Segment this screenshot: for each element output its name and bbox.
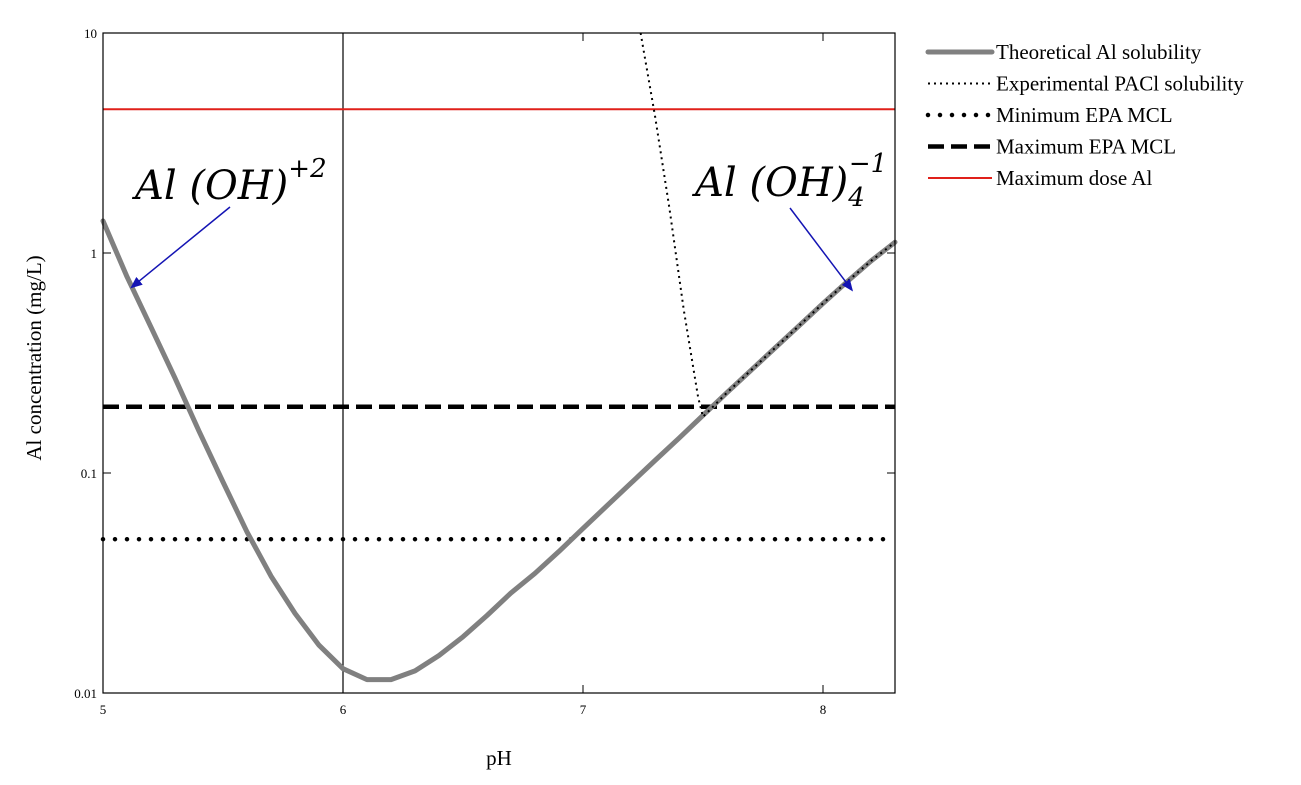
annotation-subscript: 4 bbox=[847, 183, 865, 213]
annotation-label: Al (OH)+2 bbox=[131, 154, 327, 209]
x-axis-title: pH bbox=[486, 746, 512, 770]
annotation-arrow bbox=[789, 207, 854, 292]
legend-item: Minimum EPA MCL bbox=[925, 103, 1173, 127]
annotation-2: Al (OH)4−1 bbox=[691, 149, 887, 292]
annotation-arrow bbox=[130, 206, 231, 289]
legend-label: Minimum EPA MCL bbox=[996, 103, 1173, 127]
legend-label: Theoretical Al solubility bbox=[996, 40, 1202, 64]
y-tick-label: 0.01 bbox=[74, 686, 97, 701]
annotation-superscript: +2 bbox=[288, 154, 326, 184]
series-line-theoretical-al-solubility bbox=[100, 218, 898, 683]
legend-item: Maximum dose Al bbox=[928, 166, 1152, 190]
annotation-label: Al (OH)4−1 bbox=[691, 149, 887, 213]
legend-label: Maximum EPA MCL bbox=[996, 135, 1176, 159]
y-tick-label: 0.1 bbox=[81, 466, 97, 481]
ticks-layer: 5 6 7 8 0.01 0.1 1 10 bbox=[74, 26, 895, 717]
x-tick-label: 8 bbox=[820, 702, 827, 717]
y-axis-title: Al concentration (mg/L) bbox=[22, 255, 46, 460]
legend-label: Experimental PACl solubility bbox=[996, 72, 1244, 96]
plot-lines-layer bbox=[100, 32, 898, 693]
legend-item: Maximum EPA MCL bbox=[928, 135, 1176, 159]
y-tick-label: 1 bbox=[91, 246, 98, 261]
annotation-1: Al (OH)+2 bbox=[130, 154, 327, 289]
legend-item: Theoretical Al solubility bbox=[925, 40, 1202, 64]
x-tick-label: 6 bbox=[340, 702, 347, 717]
y-tick-label: 10 bbox=[84, 26, 97, 41]
x-tick-label: 5 bbox=[100, 702, 107, 717]
legend-item: Experimental PACl solubility bbox=[928, 72, 1244, 96]
annotations-layer: Al (OH)+2 Al (OH)4−1 bbox=[130, 149, 887, 292]
plot-frame bbox=[102, 32, 896, 694]
x-tick-label: 7 bbox=[580, 702, 587, 717]
series-line-experimental-pacl-solubility bbox=[639, 32, 896, 418]
annotation-superscript: −1 bbox=[849, 149, 887, 179]
legend-label: Maximum dose Al bbox=[996, 166, 1152, 190]
legend: Theoretical Al solubility Experimental PA… bbox=[925, 40, 1244, 190]
